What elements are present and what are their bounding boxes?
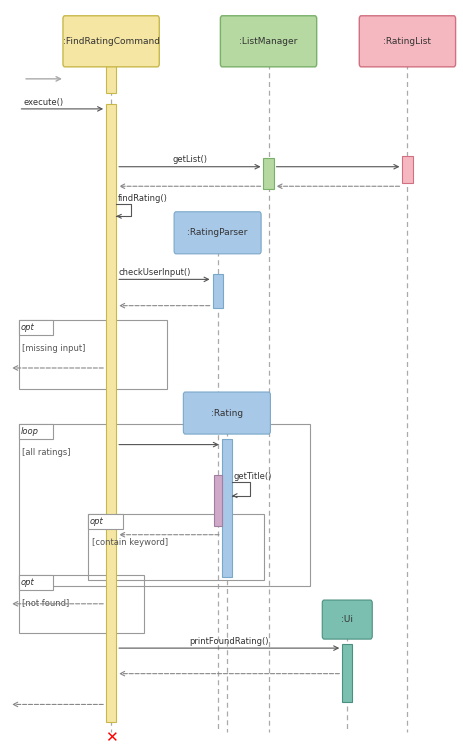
- FancyBboxPatch shape: [220, 16, 317, 67]
- Bar: [19, 575, 53, 590]
- Bar: [402, 156, 413, 183]
- Bar: [342, 644, 352, 702]
- Text: [all ratings]: [all ratings]: [22, 448, 71, 457]
- Bar: [106, 65, 116, 93]
- FancyBboxPatch shape: [174, 212, 261, 254]
- Text: :Ui: :Ui: [341, 615, 353, 624]
- Bar: [222, 439, 232, 577]
- Bar: [19, 575, 144, 633]
- FancyBboxPatch shape: [183, 392, 270, 434]
- Bar: [106, 104, 116, 722]
- Bar: [19, 424, 53, 439]
- Text: getTitle(): getTitle(): [234, 472, 272, 481]
- Bar: [88, 514, 123, 529]
- Text: :RatingList: :RatingList: [383, 37, 432, 46]
- Text: ✕: ✕: [105, 730, 118, 745]
- Text: getList(): getList(): [172, 155, 207, 164]
- Text: [missing input]: [missing input]: [22, 344, 86, 353]
- Bar: [213, 274, 223, 308]
- Text: :FindRatingCommand: :FindRatingCommand: [63, 37, 160, 46]
- Text: opt: opt: [20, 323, 34, 332]
- Bar: [19, 320, 53, 335]
- Text: checkUserInput(): checkUserInput(): [119, 268, 191, 277]
- Text: :RatingParser: :RatingParser: [188, 228, 248, 237]
- Bar: [263, 158, 274, 189]
- FancyBboxPatch shape: [322, 600, 372, 639]
- FancyBboxPatch shape: [63, 16, 159, 67]
- Text: :ListManager: :ListManager: [239, 37, 298, 46]
- Text: printFoundRating(): printFoundRating(): [189, 637, 269, 646]
- Bar: [19, 320, 167, 389]
- Bar: [214, 475, 222, 526]
- Text: loop: loop: [20, 427, 38, 436]
- Text: execute(): execute(): [23, 98, 63, 107]
- FancyBboxPatch shape: [359, 16, 456, 67]
- Bar: [19, 424, 310, 586]
- Text: [not found]: [not found]: [22, 599, 69, 608]
- Text: [contain keyword]: [contain keyword]: [92, 538, 168, 547]
- Text: opt: opt: [20, 578, 34, 587]
- Bar: [88, 514, 264, 580]
- Text: findRating(): findRating(): [118, 194, 168, 203]
- Text: :Rating: :Rating: [211, 409, 243, 418]
- Text: opt: opt: [90, 517, 104, 526]
